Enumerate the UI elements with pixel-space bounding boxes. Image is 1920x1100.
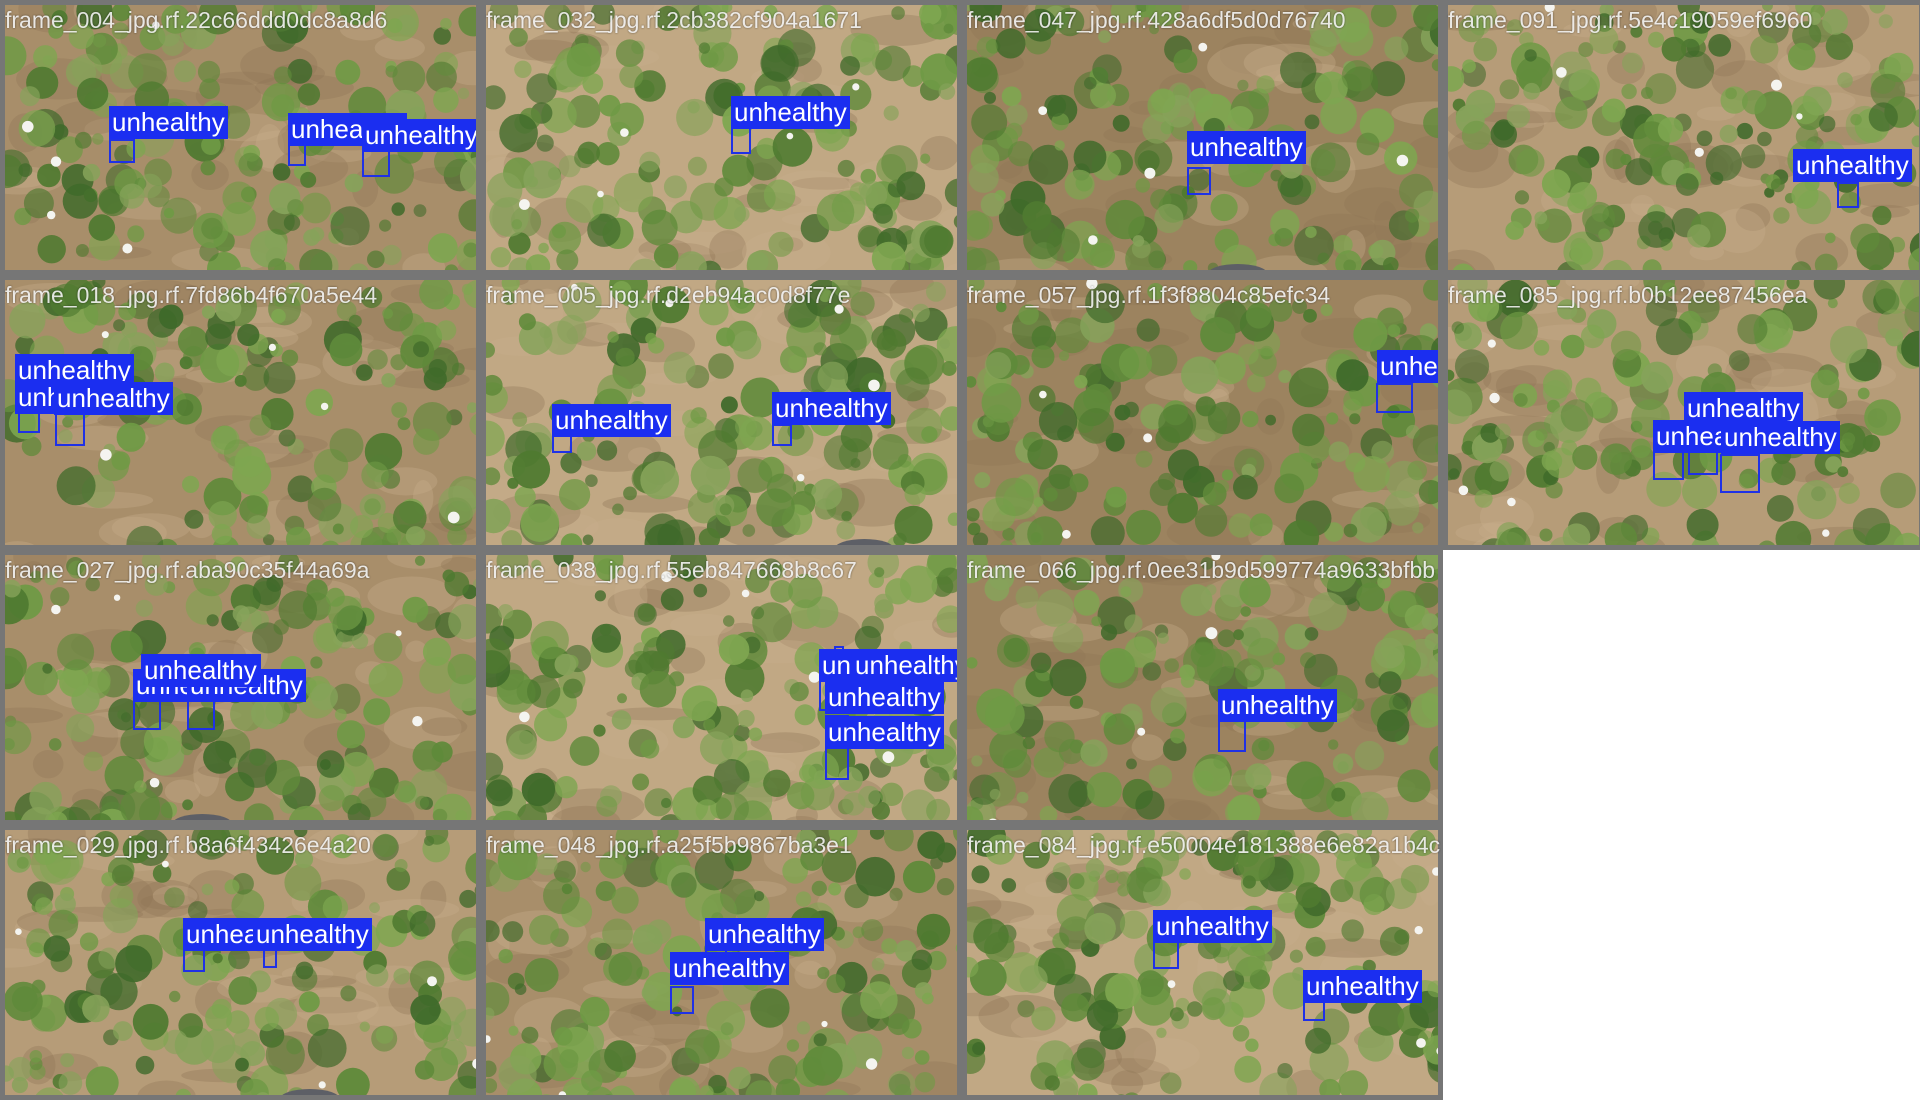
field-photo [1448, 5, 1919, 270]
class-label: unhealthy [1377, 350, 1438, 383]
class-label: unhealthy [1684, 392, 1803, 425]
detection-box [1837, 182, 1859, 208]
detection-box [183, 948, 205, 972]
image-tile: unhealthy unhealthy [962, 825, 1443, 1100]
detection-box [109, 139, 135, 163]
image-tile: unhealthy unhealthy [481, 275, 962, 550]
field-photo [967, 555, 1438, 820]
field-photo [967, 280, 1438, 545]
detection-box [1720, 454, 1760, 493]
image-tile: unhealthy [1443, 0, 1920, 275]
class-label: unhealthy [705, 918, 824, 951]
detection-box [772, 424, 792, 446]
image-tile: unhealthy [962, 550, 1443, 825]
class-label: unhealthy [1187, 131, 1306, 164]
image-tile: unhealthy [962, 0, 1443, 275]
image-tile: unhealthy unhealthy [0, 825, 481, 1100]
field-photo [967, 830, 1438, 1095]
field-photo [967, 5, 1438, 270]
field-photo [486, 5, 957, 270]
image-tile: unhealthy [481, 0, 962, 275]
class-label: unhealthy [362, 119, 476, 152]
class-label: unhealthy [141, 654, 260, 687]
detection-box [1376, 383, 1413, 413]
detection-box [1218, 720, 1246, 752]
detection-box [670, 986, 694, 1014]
class-label: unhealthy [825, 681, 944, 714]
field-photo [5, 830, 476, 1095]
image-tile: unhealthy [962, 275, 1443, 550]
detection-box [187, 700, 215, 730]
detection-box [263, 948, 277, 968]
detection-box [825, 746, 849, 780]
detection-box [1153, 941, 1179, 969]
detection-box [55, 413, 85, 446]
image-tile: unhealthyunhealthyunhealthyunhealthy [481, 550, 962, 825]
detection-box [133, 700, 161, 730]
class-label: unhealthy [253, 918, 372, 951]
class-label: unhealthy [552, 404, 671, 437]
class-label: unhealthy [825, 716, 944, 749]
class-label: unhealthy [852, 649, 957, 682]
class-label: unhealthy [772, 392, 891, 425]
class-label: unhealthy [670, 952, 789, 985]
image-tile: unhealthy unhealthy [481, 825, 962, 1100]
class-label: unhealthy [1793, 149, 1912, 182]
class-label: unhealthy [1303, 970, 1422, 1003]
class-label: unhealthy [1721, 421, 1840, 454]
field-photo [486, 280, 957, 545]
class-label: unhealthy [731, 96, 850, 129]
class-label: unhealthy [109, 106, 228, 139]
detection-box [288, 143, 306, 166]
detection-box [731, 127, 751, 154]
detection-box [1187, 167, 1211, 195]
class-label: unhealthy [1218, 689, 1337, 722]
class-label: unhealthy [54, 382, 173, 415]
detection-box [1653, 449, 1684, 480]
class-label: unhealthy [1153, 910, 1272, 943]
detection-box [362, 150, 390, 177]
field-photo [1448, 280, 1919, 545]
